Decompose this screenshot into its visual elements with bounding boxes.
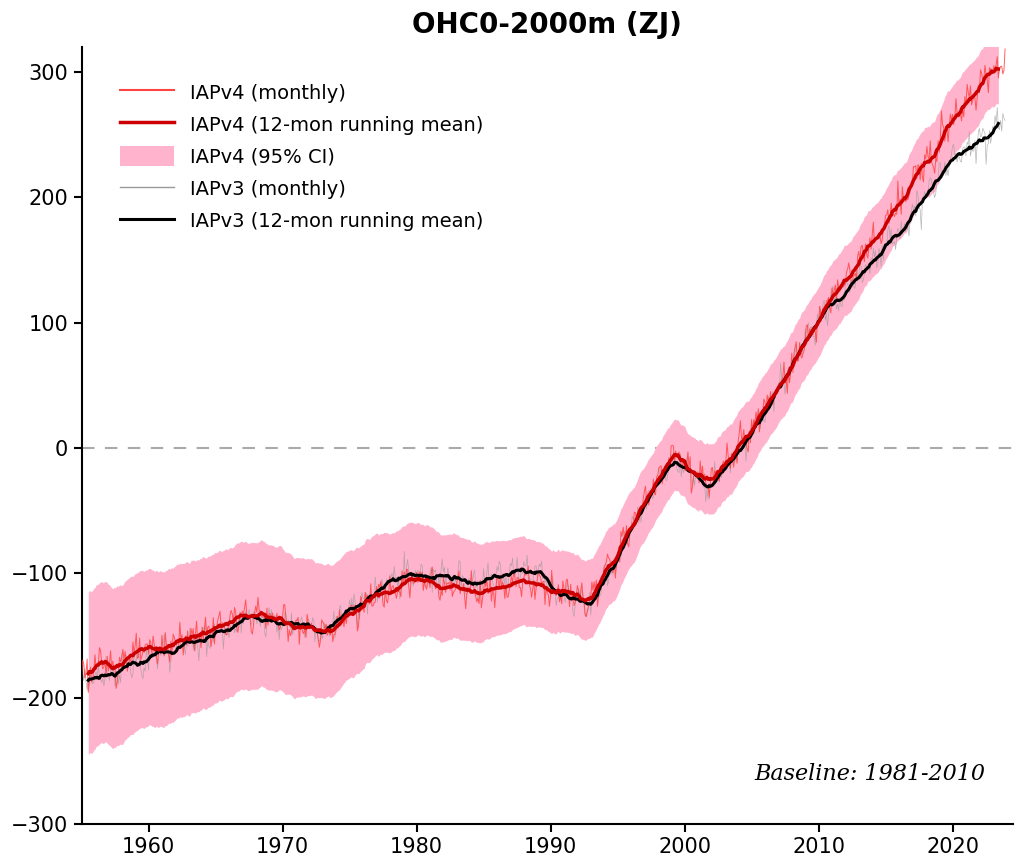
Title: OHC0-2000m (ZJ): OHC0-2000m (ZJ): [413, 11, 682, 39]
Legend: IAPv4 (monthly), IAPv4 (12-mon running mean), IAPv4 (95% CI), IAPv3 (monthly), I: IAPv4 (monthly), IAPv4 (12-mon running m…: [110, 72, 493, 241]
Text: Baseline: 1981-2010: Baseline: 1981-2010: [754, 763, 985, 785]
